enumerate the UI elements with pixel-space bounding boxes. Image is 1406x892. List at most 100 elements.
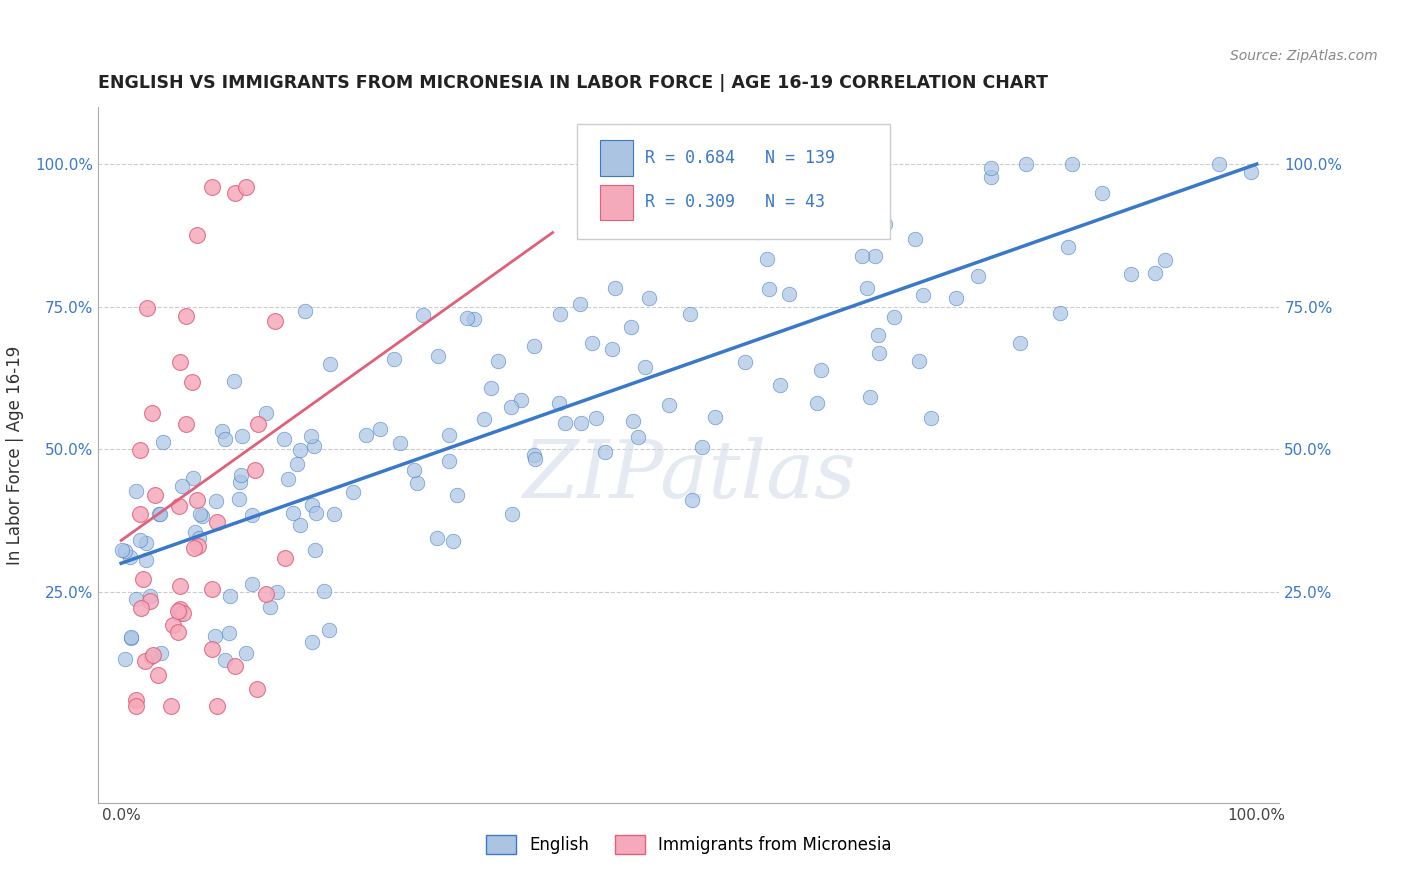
Point xyxy=(658,398,681,412)
Point xyxy=(301,498,323,512)
Point xyxy=(627,430,650,444)
Point xyxy=(1060,157,1083,171)
Point xyxy=(439,427,461,442)
Point xyxy=(523,452,546,467)
Point xyxy=(135,301,157,316)
Point xyxy=(186,227,208,242)
Point xyxy=(620,319,643,334)
Point xyxy=(479,381,502,395)
Point xyxy=(523,448,546,462)
Point xyxy=(214,653,236,667)
Point xyxy=(174,310,197,324)
Point xyxy=(162,617,184,632)
Point xyxy=(139,589,162,603)
Point xyxy=(319,357,342,371)
Point xyxy=(441,533,464,548)
Point xyxy=(224,374,246,388)
Point xyxy=(856,281,879,295)
Point xyxy=(191,508,214,523)
Point xyxy=(882,310,904,324)
Point xyxy=(148,507,170,521)
Point xyxy=(294,303,316,318)
Point xyxy=(143,488,166,502)
Point xyxy=(285,457,308,471)
Point xyxy=(149,507,172,521)
FancyBboxPatch shape xyxy=(576,125,890,239)
Point xyxy=(176,417,198,431)
Point xyxy=(1143,266,1166,280)
Point xyxy=(318,623,340,637)
Point xyxy=(1121,267,1143,281)
Point xyxy=(211,424,233,438)
Point xyxy=(621,414,644,428)
Point xyxy=(875,217,897,231)
Point xyxy=(769,378,792,392)
Point xyxy=(259,600,281,615)
Point xyxy=(778,286,800,301)
Point xyxy=(141,649,163,664)
Point xyxy=(681,493,703,508)
Point xyxy=(912,288,935,302)
Point xyxy=(125,698,148,713)
Point xyxy=(486,354,509,368)
Point xyxy=(184,525,207,540)
Point xyxy=(224,186,246,200)
Point xyxy=(114,544,136,558)
Point xyxy=(1008,336,1031,351)
Point xyxy=(187,539,209,553)
Point xyxy=(858,391,880,405)
Point xyxy=(125,483,148,498)
Point xyxy=(908,354,931,368)
Point xyxy=(288,443,311,458)
Text: R = 0.684   N = 139: R = 0.684 N = 139 xyxy=(645,149,835,167)
Point xyxy=(183,541,205,555)
Point xyxy=(382,351,405,366)
Point xyxy=(231,429,253,443)
Point xyxy=(132,572,155,586)
Point xyxy=(201,582,224,596)
Point xyxy=(368,422,391,436)
Point xyxy=(277,472,299,486)
Text: Source: ZipAtlas.com: Source: ZipAtlas.com xyxy=(1230,49,1378,63)
Point xyxy=(120,631,142,645)
Point xyxy=(446,488,468,502)
Point xyxy=(235,646,257,660)
Point xyxy=(224,659,246,673)
Point xyxy=(548,307,571,321)
Point xyxy=(124,693,146,707)
Point xyxy=(245,463,267,477)
Point xyxy=(188,531,211,545)
Point xyxy=(472,411,495,425)
Point xyxy=(569,416,592,430)
Point xyxy=(1049,306,1071,320)
Point xyxy=(554,416,576,430)
Point xyxy=(181,375,204,389)
Point xyxy=(1154,253,1177,268)
Point xyxy=(205,698,228,713)
Point xyxy=(254,406,277,420)
Point xyxy=(129,601,152,615)
Point xyxy=(322,507,344,521)
Point xyxy=(205,494,228,508)
Point xyxy=(406,475,429,490)
Point xyxy=(747,225,769,239)
Point xyxy=(246,681,269,696)
Point xyxy=(312,584,335,599)
Point xyxy=(114,652,136,666)
Point xyxy=(404,463,426,477)
Point xyxy=(427,349,450,363)
Point xyxy=(181,471,204,485)
Point xyxy=(810,363,832,377)
Point xyxy=(299,429,322,443)
Point xyxy=(110,543,132,558)
Point xyxy=(501,508,523,522)
Point xyxy=(585,410,607,425)
Point xyxy=(523,339,546,353)
Point xyxy=(388,436,411,450)
Point xyxy=(254,587,277,601)
Point xyxy=(129,442,152,457)
Point xyxy=(1240,164,1263,178)
Point xyxy=(135,553,157,567)
Point xyxy=(219,589,242,603)
Point xyxy=(581,336,603,351)
